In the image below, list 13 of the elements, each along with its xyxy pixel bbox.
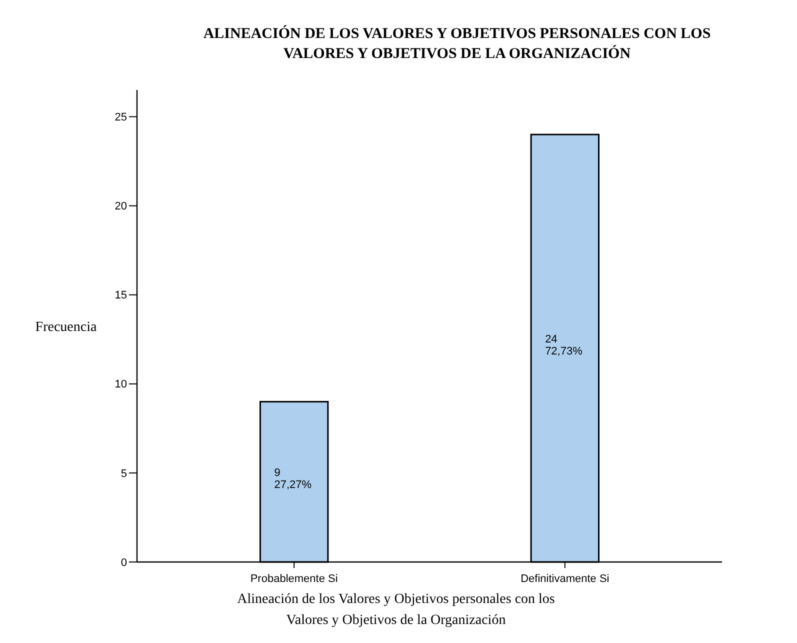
y-tick-label: 25 xyxy=(114,112,127,124)
y-tick-label: 10 xyxy=(114,378,127,391)
y-tick-label: 15 xyxy=(114,290,127,302)
data-label: 24 72,73% xyxy=(545,333,583,358)
chart-title: ALINEACIÓN DE LOS VALORES Y OBJETIVOS PERSONALES CON LOS VALORES Y OBJETIVOS DE LA ORGANIZACIÓN xyxy=(203,25,711,62)
x-tick-label: Probablemente Si xyxy=(250,573,338,585)
y-tick-label: 0 xyxy=(120,556,127,569)
y-tick-label: 20 xyxy=(114,200,127,213)
y-tick-label: 5 xyxy=(120,468,127,480)
data-label: 9 27,27% xyxy=(274,466,312,491)
y-axis-title: Frecuencia xyxy=(35,320,98,335)
x-tick-label: Definitivamente Si xyxy=(520,573,610,585)
x-axis-title: Alineación de los Valores y Objetivos personales con los Valores y Objetivos de la Organización xyxy=(237,592,555,628)
